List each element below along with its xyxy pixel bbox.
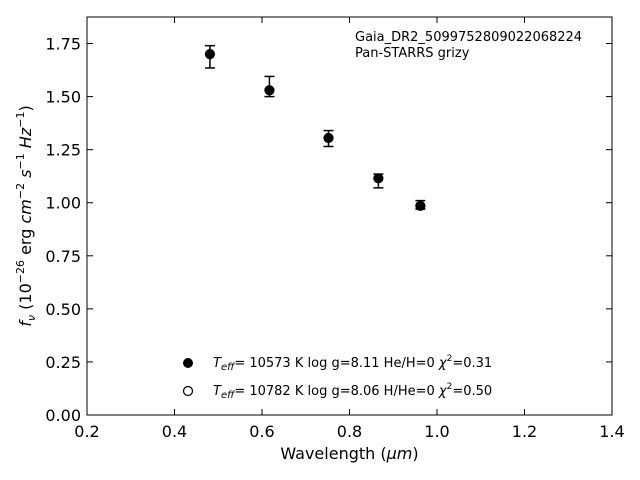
axis-ticks: 0.2 0.4 0.6 0.8 1.0 1.2 1.4 0.00 0.25 0.50 0.75 1.0… — [45, 17, 625, 441]
x-tick-label: 0.2 — [74, 422, 99, 441]
legend-marker-filled — [183, 358, 193, 368]
y-tick-label: 0.75 — [45, 247, 81, 266]
x-tick-label: 0.6 — [249, 422, 274, 441]
y-tick-label: 1.75 — [45, 35, 81, 54]
data-marks — [204, 44, 426, 212]
annotation-line-1: Gaia_DR2_5099752809022068224 — [355, 30, 582, 45]
annotation-line-2: Pan-STARRS grizy — [355, 46, 470, 61]
y-tick-label: 1.25 — [45, 141, 81, 160]
legend-entry-1: Teff= 10573 K log g=8.11 He/H=0 χ2=0.31 — [213, 354, 492, 373]
x-tick-label: 0.4 — [162, 422, 187, 441]
x-tick-label: 0.8 — [337, 422, 362, 441]
legend-entry-2: Teff= 10782 K log g=8.06 H/He=0 χ2=0.50 — [213, 382, 492, 401]
data-point — [264, 85, 275, 96]
y-tick-label: 1.00 — [45, 194, 81, 213]
y-tick-label: 0.25 — [45, 353, 81, 372]
data-point — [323, 132, 334, 144]
y-tick-label: 1.50 — [45, 88, 81, 107]
legend-marker-open — [182, 385, 194, 397]
x-tick-label: 1.0 — [424, 422, 449, 441]
x-tick-label: 1.4 — [599, 422, 624, 441]
data-point — [373, 173, 384, 184]
data-point — [204, 49, 216, 60]
data-point — [415, 200, 426, 212]
x-axis-label: Wavelength (μm) — [280, 444, 418, 463]
y-axis-label: fν (10−26 erg cm−2 s−1 Hz−1) — [14, 105, 38, 326]
y-tick-label: 0.00 — [45, 406, 81, 425]
legend: Teff= 10573 K log g=8.11 He/H=0 χ2=0.31 … — [182, 354, 492, 401]
y-tick-label: 0.50 — [45, 300, 81, 319]
x-tick-label: 1.2 — [512, 422, 537, 441]
